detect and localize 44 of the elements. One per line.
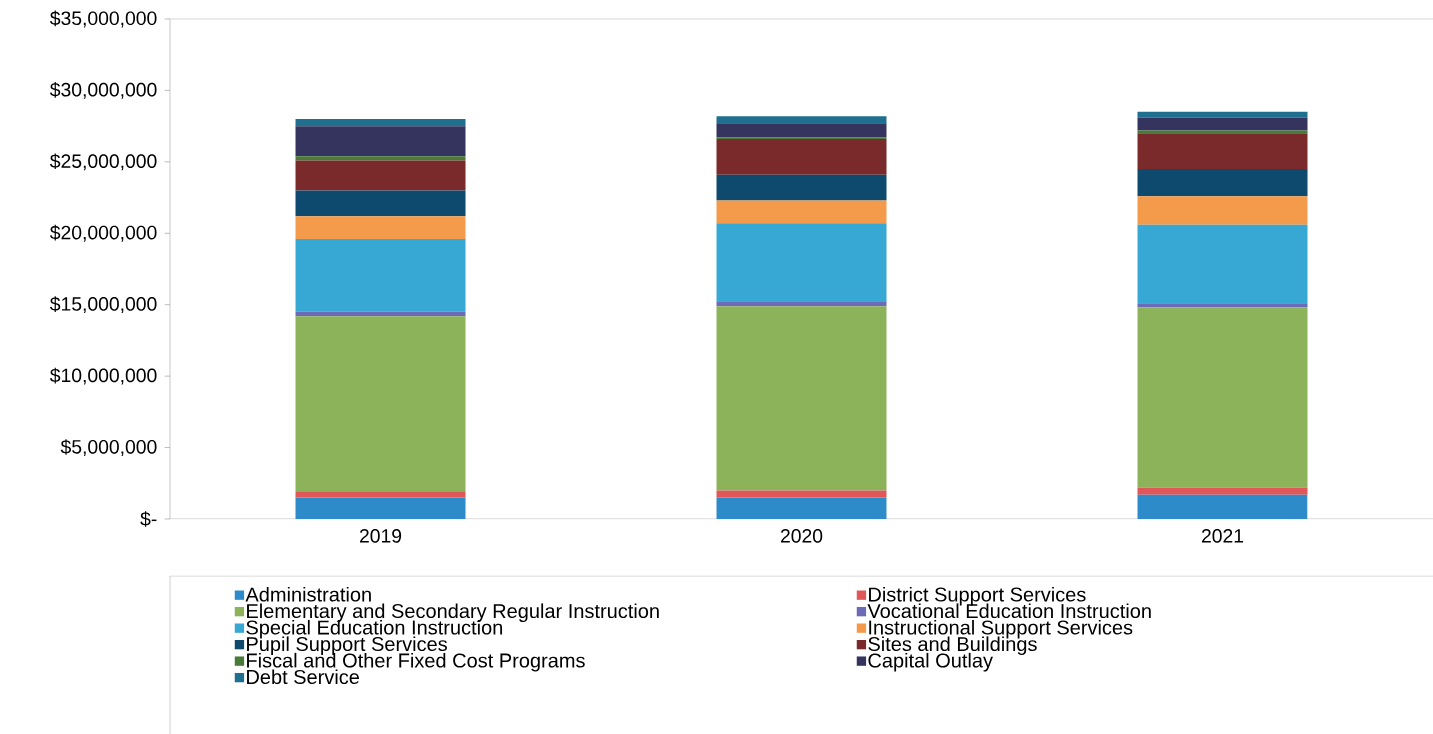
bar [1137, 117, 1308, 131]
bar [1137, 168, 1308, 197]
bar [1137, 224, 1308, 304]
bar [295, 491, 466, 498]
bar [1137, 494, 1308, 519]
legend-label: Administration [245, 586, 371, 602]
y-tick-label: $- [140, 511, 157, 527]
x-tick-label: 2021 [1201, 529, 1244, 543]
y-tick-label: $15,000,000 [50, 296, 157, 314]
bar [1137, 111, 1308, 118]
bar [295, 238, 466, 312]
bar [716, 138, 887, 175]
bar [295, 160, 466, 191]
bar [716, 497, 887, 519]
y-tick-label: $5,000,000 [60, 439, 157, 456]
bar [716, 123, 887, 138]
bar [1137, 133, 1308, 169]
bar [716, 306, 887, 491]
y-tick-label: $20,000,000 [50, 224, 157, 242]
y-tick-label: $10,000,000 [50, 367, 157, 385]
bar [295, 118, 466, 127]
y-tick-label: $35,000,000 [50, 10, 157, 28]
bar [716, 174, 887, 201]
bar [1137, 303, 1308, 308]
bar [1137, 487, 1308, 495]
bar [295, 126, 466, 157]
bar [716, 490, 887, 498]
bar [295, 311, 466, 317]
bar [1137, 307, 1308, 488]
bar [295, 156, 466, 161]
bar [295, 216, 466, 239]
y-tick-label: $25,000,000 [50, 153, 157, 171]
bar [716, 116, 887, 124]
bar [295, 190, 466, 217]
bar [295, 497, 466, 519]
bar [716, 223, 887, 302]
bar [1137, 196, 1308, 225]
x-tick-label: 2020 [780, 529, 823, 543]
bar [1137, 130, 1308, 134]
x-tick-label: 2019 [359, 529, 402, 543]
bar [295, 316, 466, 492]
y-tick-label: $30,000,000 [50, 82, 157, 99]
bar [716, 301, 887, 307]
bar [716, 200, 887, 224]
